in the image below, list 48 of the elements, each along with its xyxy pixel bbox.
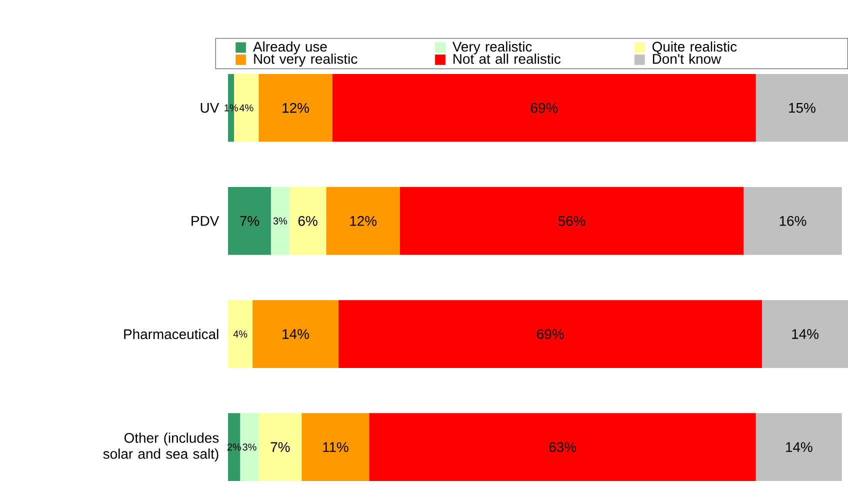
data-label: 3% (242, 444, 256, 451)
bar (228, 187, 271, 255)
data-label: 14% (792, 329, 818, 339)
data-label: 69% (537, 329, 564, 339)
bar (369, 413, 756, 482)
y-tick-label: Other (includes solar and sea salt) (103, 432, 219, 462)
data-label: 12% (350, 216, 377, 226)
data-label: 7% (240, 216, 260, 226)
bar (338, 300, 762, 368)
bar (762, 300, 848, 368)
data-label: 4% (233, 330, 248, 338)
data-label: 3% (273, 217, 288, 224)
bar (240, 413, 259, 482)
data-label: 69% (530, 102, 558, 113)
legend-label: Very realistic (452, 41, 532, 54)
legend-label: Not at all realistic (454, 54, 561, 64)
y-tick-label: PDV (192, 216, 220, 226)
legend-label: Don't know (652, 54, 722, 64)
y-tick-label: Pharmaceutical (124, 328, 218, 340)
data-label: 16% (780, 216, 806, 226)
data-label: 12% (282, 102, 309, 113)
bar (756, 74, 848, 142)
bar (332, 74, 756, 142)
bar (400, 187, 744, 255)
legend-label: Already use (253, 41, 327, 54)
bar (756, 413, 842, 482)
bar (326, 187, 400, 255)
y-tick-label: UV (200, 103, 220, 113)
bar (289, 187, 326, 255)
data-label: 56% (558, 216, 586, 226)
legend-label: Not very realistic (254, 54, 358, 67)
bar (228, 413, 240, 482)
bar (302, 413, 370, 482)
data-label: 15% (789, 102, 816, 113)
bar (252, 300, 338, 368)
data-label: 14% (282, 329, 309, 339)
bar (258, 74, 332, 142)
data-label: 63% (549, 442, 576, 452)
legend-label: Quite realistic (652, 41, 737, 54)
bar (744, 187, 842, 255)
bar (258, 413, 302, 482)
bar (270, 187, 290, 255)
data-label: 6% (298, 216, 318, 226)
data-label: 11% (323, 442, 348, 452)
bar (228, 300, 253, 368)
data-label: 14% (786, 442, 812, 452)
data-label: 4% (239, 104, 254, 112)
data-label: 7% (270, 442, 290, 452)
